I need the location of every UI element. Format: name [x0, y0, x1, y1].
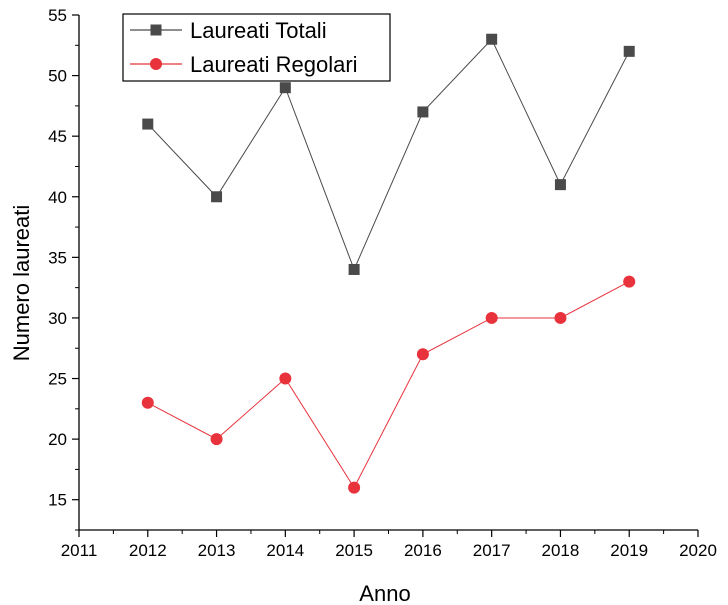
legend-label: Laureati Regolari	[190, 52, 358, 77]
series-2	[141, 275, 636, 494]
data-point	[554, 311, 567, 324]
legend-marker	[150, 24, 162, 36]
x-tick-label: 2020	[679, 541, 717, 560]
x-tick-label: 2014	[266, 541, 304, 560]
legend: Laureati Totali Laureati Regolari	[122, 13, 391, 82]
data-point	[348, 263, 360, 275]
series-1	[142, 33, 635, 275]
data-point	[142, 118, 154, 130]
x-tick-label: 2018	[542, 541, 580, 560]
axes: 2011 2012 2013 2014 2015 2016 2017 2018 2019 2020…	[48, 6, 717, 560]
legend-item: Laureati Totali	[130, 18, 327, 43]
y-tick-label: 50	[48, 67, 67, 86]
data-point	[279, 82, 291, 94]
data-point	[486, 33, 498, 45]
data-point	[141, 396, 154, 409]
y-tick-label: 25	[48, 370, 67, 389]
x-tick-label: 2015	[335, 541, 373, 560]
data-point	[623, 45, 635, 57]
x-tick-label: 2017	[473, 541, 511, 560]
data-point	[485, 311, 498, 324]
x-tick-label: 2012	[129, 541, 167, 560]
y-tick-label: 55	[48, 6, 67, 25]
data-point	[279, 372, 292, 385]
y-axis-label: Numero laureati	[9, 205, 34, 362]
x-tick-label: 2019	[610, 541, 648, 560]
data-point	[554, 179, 566, 191]
y-tick-label: 40	[48, 188, 67, 207]
y-tick-label: 30	[48, 309, 67, 328]
data-point	[348, 481, 361, 494]
y-tick-label: 20	[48, 430, 67, 449]
legend-marker	[150, 58, 162, 70]
data-point	[417, 106, 429, 118]
legend-label: Laureati Totali	[190, 18, 327, 43]
series-line	[147, 281, 630, 489]
data-point	[211, 191, 223, 203]
series-line	[147, 38, 630, 271]
data-point	[416, 348, 429, 361]
legend-item: Laureati Regolari	[130, 52, 358, 77]
x-tick-label: 2016	[404, 541, 442, 560]
data-point	[623, 275, 636, 288]
legend-box	[122, 13, 391, 82]
x-tick-label: 2013	[198, 541, 236, 560]
x-tick-label: 2011	[61, 541, 98, 560]
y-tick-label: 45	[48, 127, 67, 146]
data-point	[210, 433, 223, 446]
y-tick-label: 35	[48, 248, 67, 267]
y-tick-label: 15	[48, 491, 67, 510]
x-axis-label: Anno	[359, 581, 410, 605]
series-layer	[141, 33, 636, 494]
